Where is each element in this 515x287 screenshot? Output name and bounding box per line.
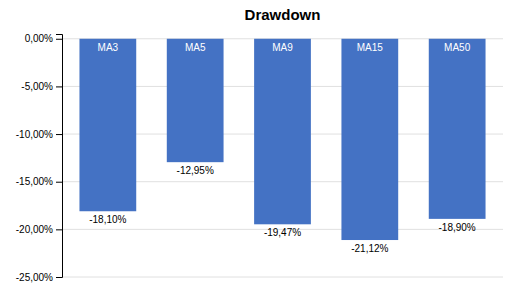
data-label: -12,95% <box>177 165 214 176</box>
y-axis-line <box>56 35 63 278</box>
plot: 0,00% -5,00% -10,00% -15,00% -20,00% -25,00% M… <box>16 33 503 282</box>
y-tick-label: 0,00% <box>25 33 53 44</box>
y-tick-mark <box>56 134 62 135</box>
y-tick: 0,00% <box>25 33 62 44</box>
category-label: MA5 <box>185 42 206 53</box>
category-label: MA9 <box>272 42 293 53</box>
data-label: -18,10% <box>89 214 126 225</box>
labels: MA3 MA5 MA9 MA15 MA50 -18,10% -12,95% -19,47% -2… <box>89 42 476 254</box>
bar <box>79 39 136 211</box>
y-tick: -10,00% <box>16 129 62 140</box>
y-axis: 0,00% -5,00% -10,00% -15,00% -20,00% -25,00% <box>16 33 63 282</box>
y-tick-mark <box>56 277 62 278</box>
grid-line <box>62 277 503 278</box>
bar <box>254 39 311 225</box>
data-label: -18,90% <box>439 222 476 233</box>
bar <box>341 39 398 240</box>
y-tick-label: -20,00% <box>16 224 53 235</box>
y-tick-mark <box>56 39 62 40</box>
category-label: MA15 <box>357 42 384 53</box>
y-tick: -20,00% <box>16 224 62 235</box>
category-label: MA3 <box>98 42 119 53</box>
y-tick-mark <box>56 229 62 230</box>
bars <box>79 39 485 240</box>
y-tick-label: -15,00% <box>16 176 53 187</box>
grid <box>62 39 503 277</box>
category-label: MA50 <box>444 42 471 53</box>
bar <box>429 39 486 219</box>
y-tick-label: -25,00% <box>16 272 53 283</box>
y-tick: -15,00% <box>16 176 62 187</box>
y-tick-mark <box>56 182 62 183</box>
bar <box>167 39 224 162</box>
chart: 0,00% -5,00% -10,00% -15,00% -20,00% -25,00% M… <box>0 0 515 287</box>
y-tick: -5,00% <box>21 81 62 92</box>
y-tick-label: -5,00% <box>21 81 53 92</box>
data-label: -21,12% <box>351 243 388 254</box>
title: Drawdown <box>245 6 321 23</box>
data-label: -19,47% <box>264 227 301 238</box>
y-tick: -25,00% <box>16 272 62 283</box>
y-tick-label: -10,00% <box>16 129 53 140</box>
y-tick-mark <box>56 86 62 87</box>
